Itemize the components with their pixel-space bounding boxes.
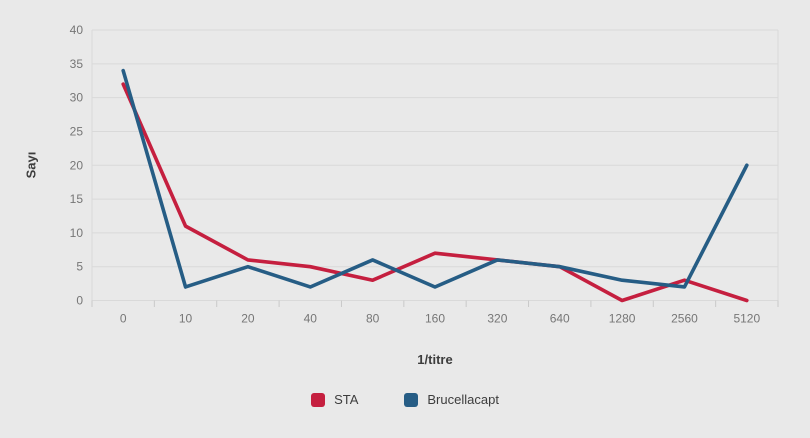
- x-tick-label-0: 0: [120, 312, 127, 326]
- legend-item-brucellacapt[interactable]: Brucellacapt: [404, 392, 499, 407]
- series-lines: [121, 68, 749, 303]
- gridlines: [92, 29, 778, 301]
- y-tick-label-0: 0: [76, 294, 83, 308]
- x-tick-label-20: 20: [241, 312, 255, 326]
- y-tick-label-35: 35: [70, 57, 84, 71]
- x-tick-label-2560: 2560: [671, 312, 698, 326]
- x-axis-title: 1/titre: [417, 352, 453, 367]
- axes: [91, 30, 779, 307]
- y-tick-label-10: 10: [70, 226, 84, 240]
- series-line-sta[interactable]: [121, 82, 749, 303]
- x-tick-label-40: 40: [304, 312, 318, 326]
- x-tick-label-80: 80: [366, 312, 380, 326]
- x-tick-label-160: 160: [425, 312, 445, 326]
- y-axis-title: Sayı: [23, 151, 39, 179]
- x-tick-label-5120: 5120: [733, 312, 760, 326]
- y-tick-label-30: 30: [70, 91, 84, 105]
- y-tick-label-5: 5: [76, 260, 83, 274]
- x-tick-label-1280: 1280: [609, 312, 636, 326]
- y-tick-label-40: 40: [70, 23, 84, 37]
- y-tick-label-15: 15: [70, 192, 84, 206]
- legend-label-brucellacapt: Brucellacapt: [427, 392, 499, 407]
- legend-label-sta: STA: [334, 392, 359, 407]
- legend: STA Brucellacapt: [0, 392, 810, 407]
- y-tick-label-20: 20: [70, 158, 84, 172]
- legend-item-sta[interactable]: STA: [311, 392, 358, 407]
- legend-swatch-sta: [311, 392, 326, 407]
- axis-labels: 0 5 10 15 20 25 30 35 40 0 10 20 40 80 160 320 640 1280 25…: [70, 23, 761, 326]
- x-tick-label-320: 320: [487, 312, 507, 326]
- x-tick-label-10: 10: [179, 312, 193, 326]
- y-tick-label-25: 25: [70, 124, 84, 138]
- series-line-brucellacapt[interactable]: [121, 68, 749, 289]
- x-tick-label-640: 640: [550, 312, 570, 326]
- legend-swatch-brucellacapt: [404, 392, 419, 407]
